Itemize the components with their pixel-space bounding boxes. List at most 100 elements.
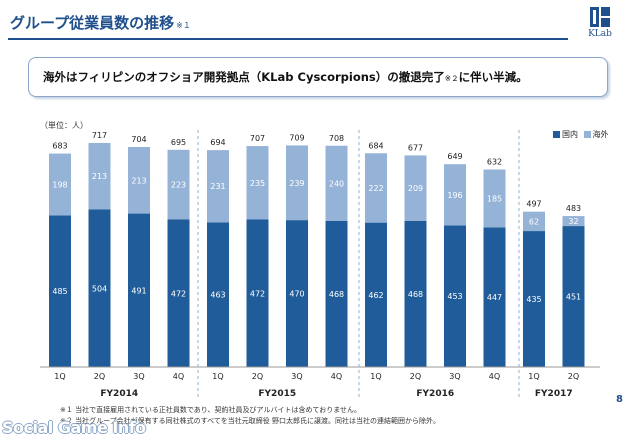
data-label-overseas: 213 xyxy=(92,172,107,181)
bar-overseas xyxy=(562,216,585,227)
data-label-overseas: 196 xyxy=(447,191,462,200)
data-label-overseas: 239 xyxy=(289,179,304,188)
data-label-domestic: 462 xyxy=(368,291,383,300)
bar-domestic xyxy=(404,220,427,367)
bar-overseas xyxy=(246,146,269,220)
data-label-domestic: 451 xyxy=(566,293,581,302)
chart-legend: 国内 海外 xyxy=(553,129,612,140)
data-label-domestic: 453 xyxy=(447,292,462,301)
x-tick-label: 1Q xyxy=(212,372,223,381)
data-label-overseas: 222 xyxy=(368,184,383,193)
page-title-text: グループ従業員数の推移 xyxy=(10,14,175,32)
data-label-overseas: 32 xyxy=(568,217,578,226)
callout-note: ※２ xyxy=(444,74,459,83)
data-label-overseas: 209 xyxy=(408,184,423,193)
data-label-domestic: 435 xyxy=(526,295,541,304)
bar-overseas xyxy=(128,147,150,214)
bar-overseas xyxy=(444,164,466,226)
legend-item-domestic: 国内 xyxy=(553,129,578,140)
data-label-total: 707 xyxy=(250,134,265,143)
data-label-domestic: 485 xyxy=(52,287,67,296)
page-title-note: ※１ xyxy=(176,21,191,30)
fiscal-year-label: FY2016 xyxy=(416,389,454,399)
data-label-total: 649 xyxy=(447,152,462,161)
data-label-domestic: 470 xyxy=(289,290,304,299)
klab-logo: KLab xyxy=(578,6,622,44)
data-label-overseas: 231 xyxy=(210,182,225,191)
bar-domestic xyxy=(523,231,545,367)
data-label-domestic: 468 xyxy=(408,290,423,299)
bar-overseas xyxy=(286,145,308,221)
callout-text-before: 海外はフィリピンのオフショア開発拠点（KLab Cyscorpions）の撤退完… xyxy=(43,70,445,84)
x-tick-label: 3Q xyxy=(133,372,144,381)
bar-overseas xyxy=(207,150,229,223)
data-label-total: 694 xyxy=(210,138,225,147)
fiscal-year-label: FY2015 xyxy=(258,389,296,399)
x-tick-label: 4Q xyxy=(331,372,342,381)
data-label-domestic: 468 xyxy=(329,290,344,299)
data-label-total: 632 xyxy=(487,158,502,167)
fiscal-year-label: FY2014 xyxy=(100,389,138,399)
title-divider xyxy=(8,38,568,40)
bar-domestic xyxy=(167,219,190,367)
data-label-total: 683 xyxy=(52,142,67,151)
legend-swatch-overseas xyxy=(583,131,591,138)
data-label-overseas: 223 xyxy=(171,181,186,190)
x-tick-label: 2Q xyxy=(410,372,421,381)
bar-overseas xyxy=(365,153,387,223)
bar-overseas xyxy=(88,142,111,210)
data-label-overseas: 62 xyxy=(529,217,539,226)
data-label-domestic: 504 xyxy=(92,284,107,293)
data-label-total: 717 xyxy=(92,131,107,140)
footnotes: ※１ 当社で直接雇用されている正社員数であり、契約社員及びアルバイトは含めており… xyxy=(60,405,440,427)
x-tick-label: 3Q xyxy=(291,372,302,381)
bar-domestic xyxy=(246,219,269,367)
data-label-total: 677 xyxy=(408,143,423,152)
callout-text-after: に伴い半減。 xyxy=(458,70,528,84)
bar-domestic xyxy=(483,227,506,367)
x-tick-label: 1Q xyxy=(54,372,65,381)
data-label-domestic: 463 xyxy=(210,291,225,300)
watermark: Social Game Info xyxy=(2,418,146,437)
footnote-2: ※２ 当社グループ会社が保有する同社株式のすべてを当社元取締役 野口太郎氏に譲渡… xyxy=(60,417,440,425)
bar-domestic xyxy=(444,225,466,367)
data-label-overseas: 235 xyxy=(250,179,265,188)
x-tick-label: 1Q xyxy=(528,372,539,381)
x-tick-label: 2Q xyxy=(94,372,105,381)
bar-overseas xyxy=(325,145,348,221)
unit-label: （単位：人） xyxy=(40,121,88,130)
data-label-total: 497 xyxy=(526,200,541,209)
x-tick-label: 4Q xyxy=(173,372,184,381)
data-label-domestic: 447 xyxy=(487,293,502,302)
data-label-total: 708 xyxy=(329,134,344,143)
bar-domestic xyxy=(88,209,111,367)
bar-domestic xyxy=(325,220,348,367)
data-label-total: 709 xyxy=(289,133,304,142)
data-label-total: 684 xyxy=(368,141,383,150)
data-label-overseas: 185 xyxy=(487,194,502,203)
x-tick-label: 3Q xyxy=(449,372,460,381)
klab-logo-text: KLab xyxy=(588,29,612,39)
legend-label-overseas: 海外 xyxy=(592,130,609,139)
legend-label-domestic: 国内 xyxy=(562,130,578,139)
bar-overseas xyxy=(404,155,427,221)
bar-domestic xyxy=(128,213,150,367)
x-tick-label: 4Q xyxy=(489,372,500,381)
legend-swatch-domestic xyxy=(553,131,560,138)
klab-logo-icon xyxy=(590,7,610,27)
x-tick-label: 2Q xyxy=(568,372,579,381)
data-label-total: 483 xyxy=(566,204,581,213)
data-label-total: 695 xyxy=(171,138,186,147)
fiscal-year-label: FY2017 xyxy=(535,389,573,399)
bar-domestic xyxy=(49,215,71,367)
bar-overseas xyxy=(167,149,190,220)
bar-domestic xyxy=(207,222,229,367)
data-label-overseas: 198 xyxy=(52,181,67,190)
bar-overseas xyxy=(49,153,71,216)
bar-overseas xyxy=(523,211,545,232)
headline-callout: 海外はフィリピンのオフショア開発拠点（KLab Cyscorpions）の撤退完… xyxy=(28,57,608,97)
bar-domestic xyxy=(562,226,585,367)
data-label-domestic: 491 xyxy=(131,286,146,295)
x-tick-label: 2Q xyxy=(252,372,263,381)
legend-item-overseas: 海外 xyxy=(583,129,609,140)
